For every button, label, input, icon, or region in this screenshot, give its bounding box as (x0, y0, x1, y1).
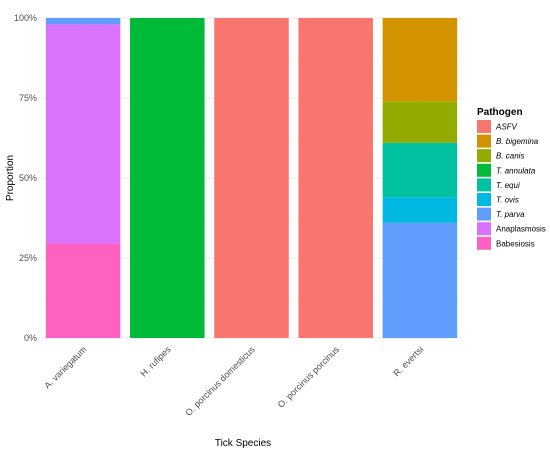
y-axis-title: Proportion (5, 155, 16, 201)
bar-segment (382, 142, 458, 198)
y-tick-label: 75% (19, 93, 37, 103)
y-tick-label: 100% (14, 13, 37, 23)
legend-key (477, 120, 491, 133)
legend-key (477, 222, 491, 236)
bar-segment (382, 18, 458, 102)
bar-segment (382, 197, 458, 223)
legend-label: Anaplasmosis (496, 225, 546, 234)
bar-segment (382, 101, 458, 143)
bar-segment (45, 24, 121, 244)
legend-label: Babesiosis (496, 239, 535, 248)
legend-key (477, 207, 491, 221)
legend-label: ASFV (495, 123, 518, 132)
y-tick-label: 0% (24, 333, 37, 343)
legend-label: T. parva (496, 210, 525, 219)
bar-segment (45, 18, 121, 25)
bar-segment (298, 18, 373, 338)
legend-key (477, 178, 491, 192)
legend-key (477, 193, 491, 206)
x-tick-label: R. evertsi (391, 344, 425, 378)
bar-segment (382, 222, 458, 338)
bar-segment (45, 243, 121, 338)
legend-label: B. canis (496, 152, 524, 161)
y-tick-label: 50% (19, 173, 37, 183)
x-tick-label: A. variegatum (42, 344, 88, 390)
x-tick-label: H. rufipes (138, 344, 173, 379)
legend-key (477, 236, 491, 250)
bars (45, 18, 458, 338)
y-tick-label: 25% (19, 253, 37, 263)
legend-label: T. ovis (496, 196, 519, 205)
legend: Pathogen ASFV B. bigemina B. canis T. annul… (477, 107, 546, 250)
legend-key (477, 149, 491, 163)
legend-label: T. equi (496, 181, 520, 190)
legend-key (477, 134, 491, 148)
x-axis-title: Tick Species (215, 438, 271, 449)
x-tick-label: O. porcinus domesticus (183, 344, 257, 418)
legend-label: B. bigemina (496, 137, 539, 146)
legend-label: T. annulata (496, 166, 536, 175)
legend-key (477, 163, 491, 177)
legend-title: Pathogen (477, 107, 523, 118)
bar-segment (130, 18, 205, 338)
bar-segment (214, 18, 289, 338)
x-tick-label: O. porcinus porcinus (276, 344, 342, 410)
